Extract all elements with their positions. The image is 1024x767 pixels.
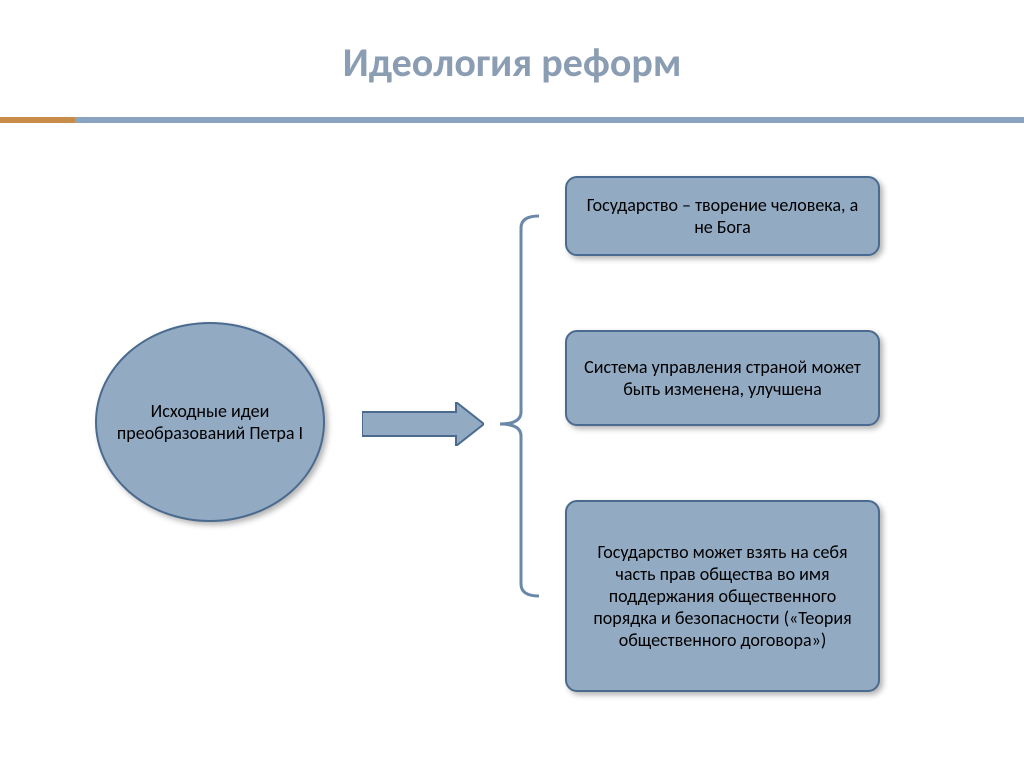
idea-box-2: Система управления страной может быть из… (565, 330, 880, 426)
curly-bracket (498, 206, 544, 606)
divider (0, 117, 1024, 123)
idea-box-2-text: Система управления страной может быть из… (581, 356, 864, 400)
slide-title: Идеология реформ (0, 0, 1024, 107)
source-circle-text: Исходные идеи преобразований Петра I (97, 400, 323, 444)
divider-accent (0, 117, 75, 123)
idea-box-1: Государство – творение человека, а не Бо… (565, 176, 880, 256)
idea-box-3-text: Государство может взять на себя часть пр… (581, 541, 864, 651)
source-circle: Исходные идеи преобразований Петра I (95, 322, 325, 522)
idea-box-1-text: Государство – творение человека, а не Бо… (581, 194, 864, 238)
idea-box-3: Государство может взять на себя часть пр… (565, 500, 880, 692)
divider-main (75, 117, 1024, 123)
arrow-right (362, 402, 484, 446)
